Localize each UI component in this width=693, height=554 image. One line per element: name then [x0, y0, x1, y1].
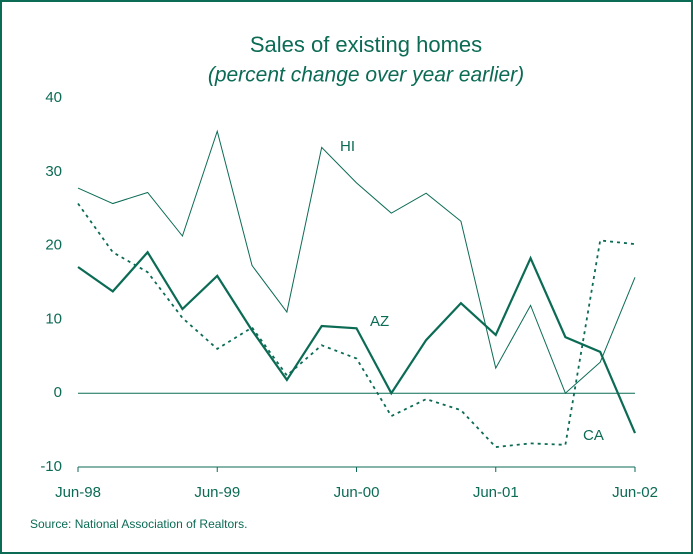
source-note: Source: National Association of Realtors… [30, 517, 247, 531]
y-tick-label: 0 [54, 384, 62, 401]
series-line [77, 129, 636, 395]
series-label: HI [340, 138, 355, 155]
series-line [77, 250, 637, 434]
y-tick-label: 20 [45, 237, 62, 254]
series-line [77, 203, 636, 449]
chart-title: Sales of existing homes [250, 32, 482, 57]
x-tick-label: Jun-98 [55, 484, 101, 501]
x-tick-label: Jun-00 [334, 484, 380, 501]
y-tick-label: 30 [45, 163, 62, 180]
x-tick-label: Jun-99 [194, 484, 240, 501]
series-label: CA [583, 427, 604, 444]
x-tick-label: Jun-02 [612, 484, 658, 501]
y-tick-label: 40 [45, 89, 62, 106]
series-label: AZ [370, 313, 389, 330]
y-tick-label: 10 [45, 310, 62, 327]
y-tick-label: -10 [40, 458, 62, 475]
x-tick-label: Jun-01 [473, 484, 519, 501]
chart-subtitle: (percent change over year earlier) [208, 64, 524, 87]
